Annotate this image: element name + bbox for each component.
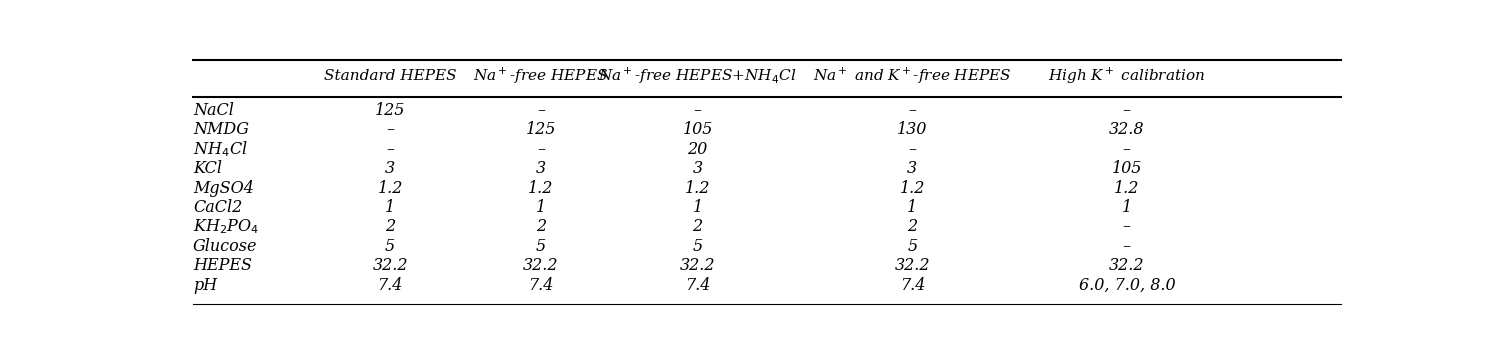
Text: 32.2: 32.2 — [680, 257, 716, 274]
Text: –: – — [1123, 141, 1130, 158]
Text: 7.4: 7.4 — [528, 276, 554, 294]
Text: NH$_4$Cl: NH$_4$Cl — [193, 139, 247, 159]
Text: 32.8: 32.8 — [1109, 121, 1145, 138]
Text: NMDG: NMDG — [193, 121, 249, 138]
Text: Glucose: Glucose — [193, 238, 257, 255]
Text: Na$^+$ and K$^+$-free HEPES: Na$^+$ and K$^+$-free HEPES — [813, 66, 1012, 86]
Text: Na$^+$-free HEPES+NH$_4$Cl: Na$^+$-free HEPES+NH$_4$Cl — [599, 66, 796, 86]
Text: –: – — [909, 141, 916, 158]
Text: 2: 2 — [536, 218, 546, 235]
Text: 3: 3 — [693, 160, 702, 177]
Text: 3: 3 — [907, 160, 918, 177]
Text: 5: 5 — [693, 238, 702, 255]
Text: 32.2: 32.2 — [895, 257, 930, 274]
Text: 7.4: 7.4 — [900, 276, 925, 294]
Text: MgSO4: MgSO4 — [193, 179, 254, 197]
Text: 5: 5 — [907, 238, 918, 255]
Text: 1: 1 — [385, 199, 395, 216]
Text: 2: 2 — [693, 218, 702, 235]
Text: 20: 20 — [687, 141, 708, 158]
Text: 105: 105 — [1112, 160, 1142, 177]
Text: 1: 1 — [693, 199, 702, 216]
Text: 32.2: 32.2 — [1109, 257, 1145, 274]
Text: 125: 125 — [374, 102, 406, 119]
Text: 1.2: 1.2 — [900, 179, 925, 197]
Text: 7.4: 7.4 — [377, 276, 403, 294]
Text: HEPES: HEPES — [193, 257, 251, 274]
Text: 1.2: 1.2 — [686, 179, 710, 197]
Text: –: – — [537, 102, 545, 119]
Text: 3: 3 — [536, 160, 546, 177]
Text: –: – — [386, 141, 394, 158]
Text: KH$_2$PO$_4$: KH$_2$PO$_4$ — [193, 217, 259, 236]
Text: 1.2: 1.2 — [528, 179, 554, 197]
Text: 1: 1 — [536, 199, 546, 216]
Text: 1: 1 — [1121, 199, 1132, 216]
Text: 2: 2 — [907, 218, 918, 235]
Text: 5: 5 — [385, 238, 395, 255]
Text: 32.2: 32.2 — [524, 257, 558, 274]
Text: pH: pH — [193, 276, 217, 294]
Text: Standard HEPES: Standard HEPES — [323, 69, 457, 83]
Text: CaCl2: CaCl2 — [193, 199, 243, 216]
Text: –: – — [537, 141, 545, 158]
Text: –: – — [693, 102, 702, 119]
Text: Na$^+$-free HEPES: Na$^+$-free HEPES — [473, 66, 608, 86]
Text: –: – — [1123, 238, 1130, 255]
Text: –: – — [386, 121, 394, 138]
Text: 1.2: 1.2 — [1114, 179, 1139, 197]
Text: 125: 125 — [525, 121, 557, 138]
Text: 1.2: 1.2 — [377, 179, 403, 197]
Text: KCl: KCl — [193, 160, 222, 177]
Text: 2: 2 — [385, 218, 395, 235]
Text: –: – — [909, 102, 916, 119]
Text: 130: 130 — [897, 121, 928, 138]
Text: 1: 1 — [907, 199, 918, 216]
Text: NaCl: NaCl — [193, 102, 234, 119]
Text: –: – — [1123, 218, 1130, 235]
Text: 3: 3 — [385, 160, 395, 177]
Text: 105: 105 — [683, 121, 713, 138]
Text: 5: 5 — [536, 238, 546, 255]
Text: 7.4: 7.4 — [686, 276, 710, 294]
Text: –: – — [1123, 102, 1130, 119]
Text: High K$^+$ calibration: High K$^+$ calibration — [1048, 66, 1205, 86]
Text: 32.2: 32.2 — [373, 257, 407, 274]
Text: 6.0, 7.0, 8.0: 6.0, 7.0, 8.0 — [1078, 276, 1175, 294]
